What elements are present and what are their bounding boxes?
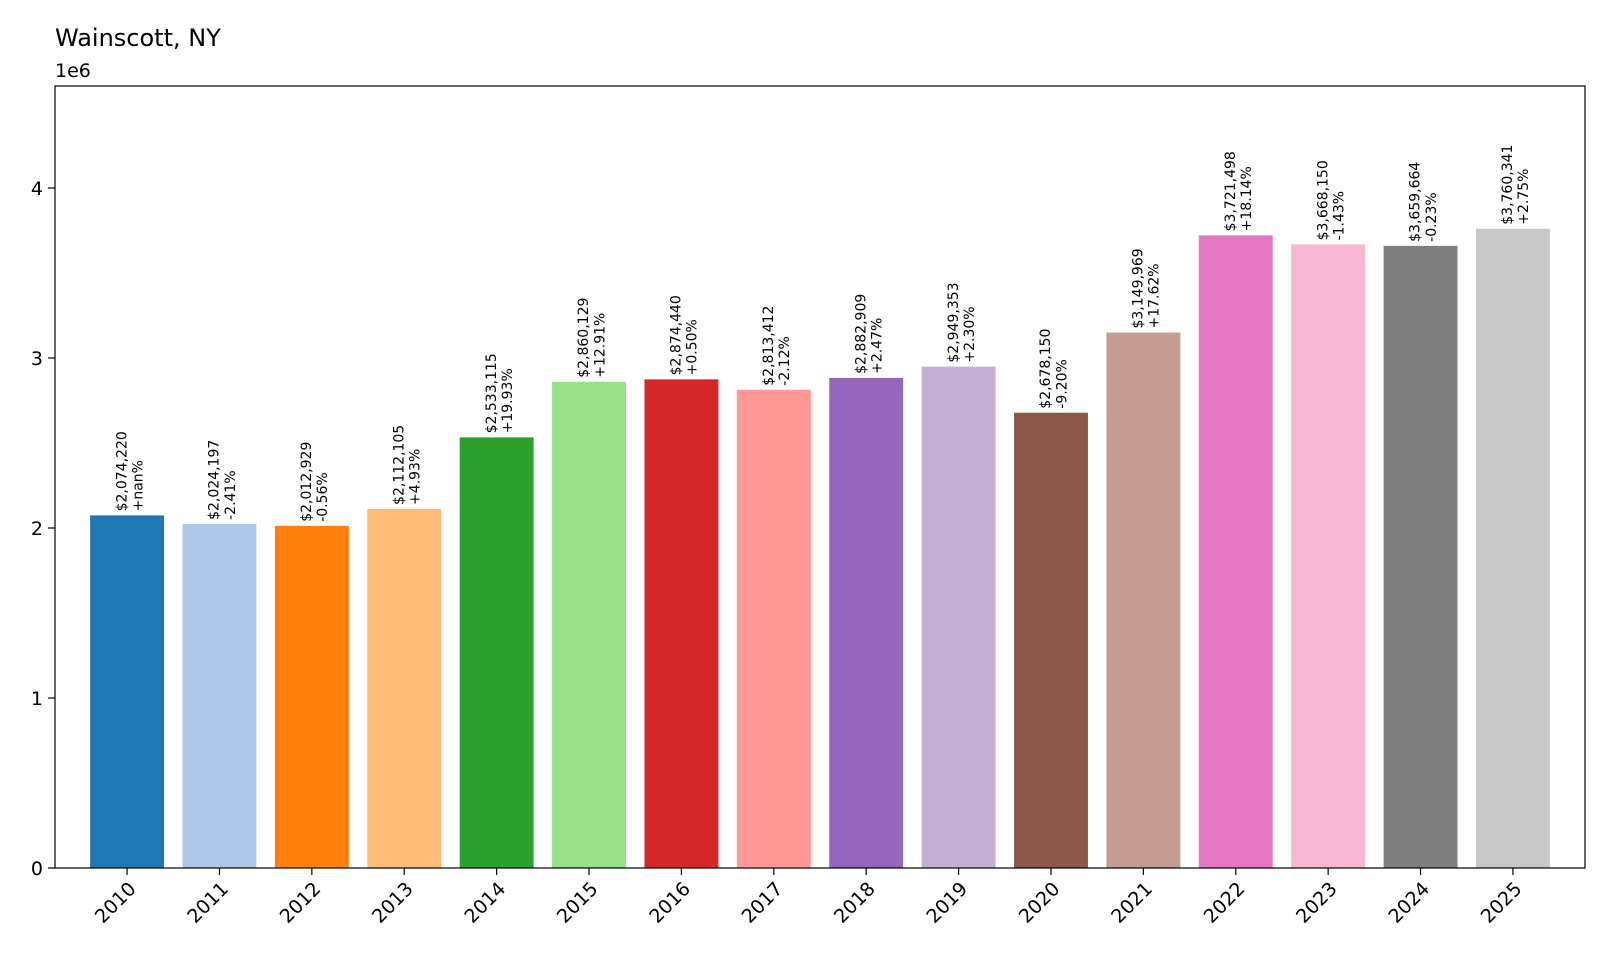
bar-2025 [1475,228,1550,868]
bar-label-2016: $2,874,440+0.50% [669,295,701,375]
x-tick-label-2015: 2015 [553,878,603,928]
bar-label-2018: $2,882,909+2.47% [853,294,885,374]
bar-label-2019: $2,949,353+2.30% [946,282,978,362]
bar-label-2013: $2,112,105+4.93% [391,425,423,505]
bar-2013 [367,508,442,868]
x-tick-label-2011: 2011 [183,878,233,928]
x-tick-label-2021: 2021 [1107,878,1157,928]
y-tick-label: 4 [31,178,43,200]
bar-2020 [1014,412,1088,868]
x-tick-label-2019: 2019 [922,878,972,928]
bars [90,228,1550,869]
bar-label-2025: $3,760,341+2.75% [1500,145,1532,225]
x-tick-label-2023: 2023 [1292,878,1342,928]
bar-label-2012: $2,012,929-0.56% [299,442,331,522]
bar-label-2011: $2,024,197-2.41% [207,440,239,520]
bar-label-2020: $2,678,150-9.20% [1038,329,1070,409]
x-tick-label-2025: 2025 [1477,878,1527,928]
bar-2010 [90,515,165,868]
x-axis: 2010 2011 2012 2013 2014 2015 2016 2017 2018 2019… [91,868,1527,928]
bar-2017 [736,389,811,868]
x-tick-label-2017: 2017 [738,878,788,928]
x-tick-label-2010: 2010 [91,878,141,928]
bar-2016 [644,379,719,868]
bar-label-2024: $3,659,664-0.23% [1408,162,1440,242]
y-tick-label: 0 [31,858,43,880]
plot-frame [54,85,1586,869]
x-tick-label-2014: 2014 [460,878,510,928]
bar-2012 [274,525,349,868]
x-tick-label-2022: 2022 [1200,878,1250,928]
x-tick-label-2020: 2020 [1015,878,1065,928]
bar-label-2014: $2,533,115+19.93% [484,353,516,433]
x-tick-label-2024: 2024 [1384,878,1434,928]
bar-labels: $2,074,220+nan% $2,024,197-2.41% $2,012,92… [114,145,1532,522]
bar-label-2021: $3,149,969+17.62% [1131,248,1163,328]
bar-2015 [552,381,626,868]
y-tick-label: 1 [31,688,43,710]
y-offset-label: 1e6 [55,60,91,82]
x-tick-label-2013: 2013 [368,878,418,928]
bar-label-2015: $2,860,129+12.91% [576,298,608,378]
y-tick-label: 3 [31,348,43,370]
y-axis: 0 1 2 3 4 [31,178,55,880]
x-tick-label-2018: 2018 [830,878,880,928]
x-tick-label-2012: 2012 [276,878,326,928]
bar-2024 [1383,245,1458,868]
bar-label-2022: $3,721,498+18.14% [1223,151,1255,231]
bar-2023 [1291,244,1366,869]
chart-title: Wainscott, NY [55,24,221,52]
bar-2014 [459,437,534,868]
bar-2018 [829,377,904,868]
bar-label-2010: $2,074,220+nan% [114,431,146,511]
bar-label-2023: $3,668,150-1.43% [1315,160,1347,240]
bar-label-2017: $2,813,412-2.12% [761,306,793,386]
x-tick-label-2016: 2016 [645,878,695,928]
bar-2022 [1198,235,1273,868]
bar-2019 [921,366,996,868]
bar-2021 [1106,332,1181,869]
bar-2011 [182,523,257,868]
y-tick-label: 2 [31,518,43,540]
